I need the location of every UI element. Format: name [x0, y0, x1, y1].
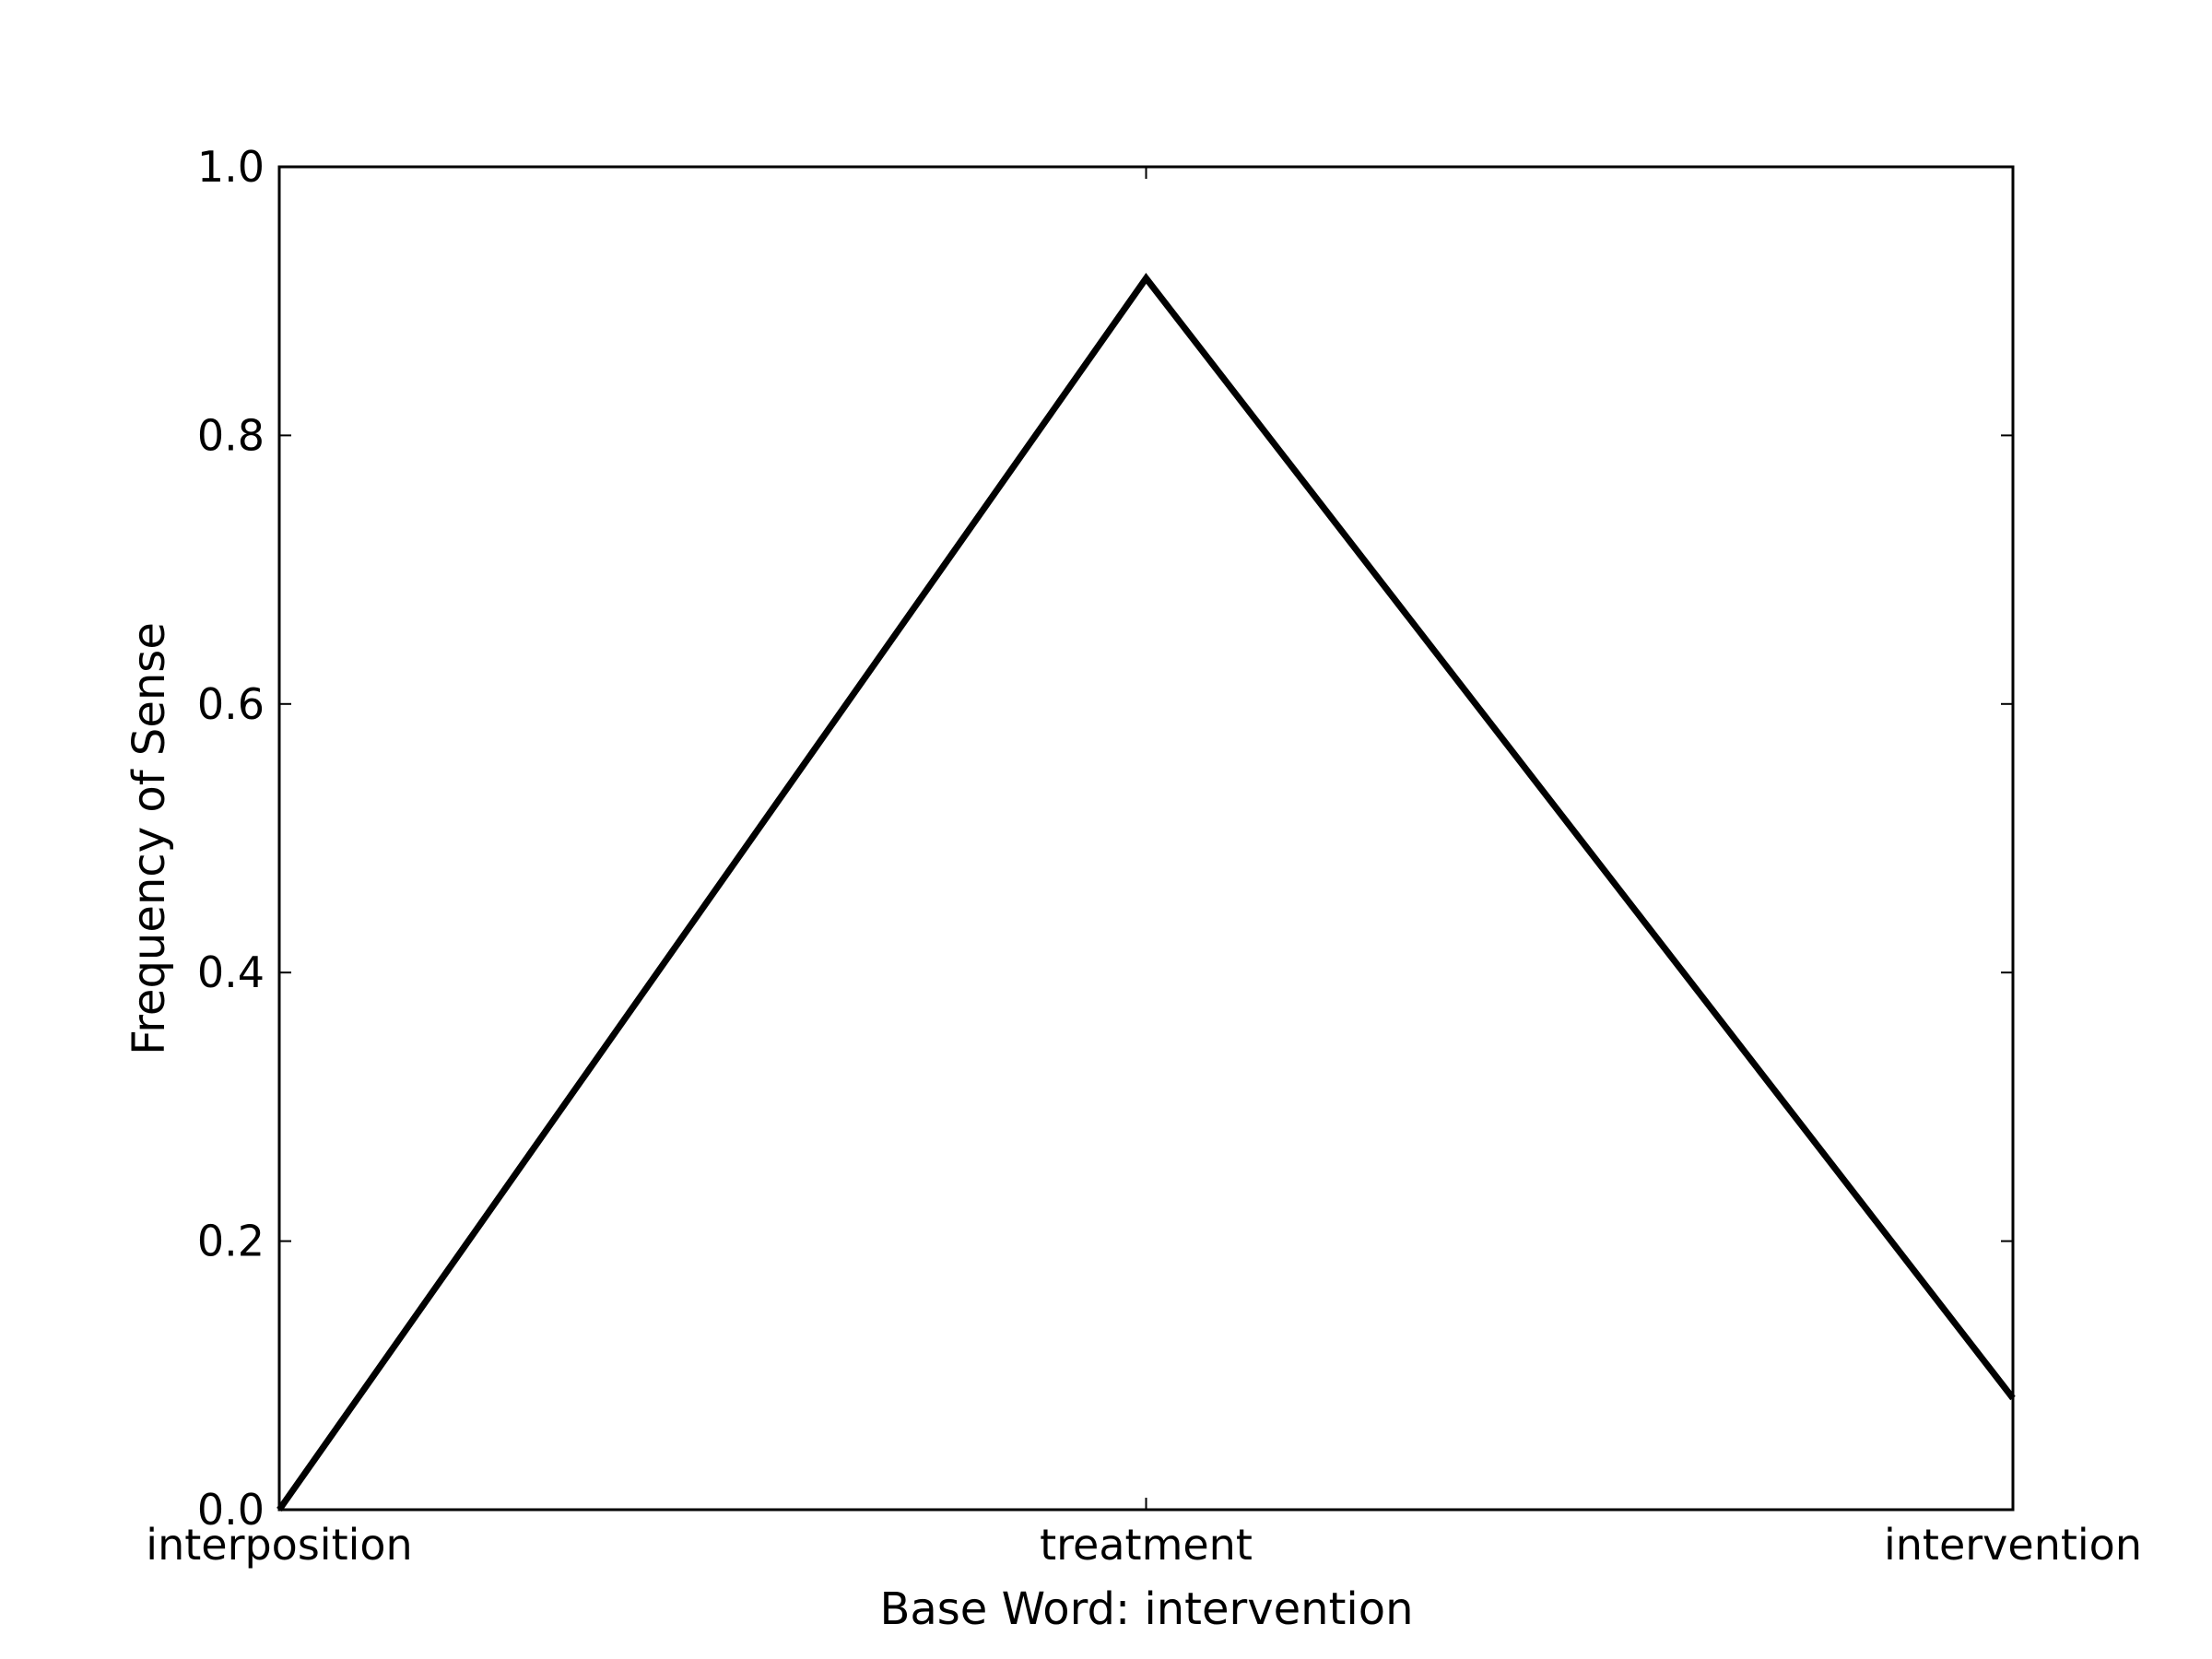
series-line: [276, 273, 2016, 1512]
tick-labels: 0.0 0.2 0.4 0.6 0.8 1.0 interposition treatment…: [146, 142, 2142, 1570]
plot-frame: [277, 165, 2015, 1512]
series-lines: [276, 273, 2016, 1512]
tick-marks: [278, 166, 2014, 1511]
x-tick-label: interposition: [146, 1520, 412, 1570]
y-tick-label: 0.2: [197, 1217, 265, 1266]
y-tick-label: 0.0: [197, 1485, 265, 1535]
y-tick-label: 0.8: [197, 410, 265, 460]
y-tick-label: 0.4: [197, 947, 265, 997]
x-axis-label: Base Word: intervention: [879, 1583, 1413, 1635]
y-axis-label: Frequency of Sense: [124, 622, 175, 1055]
y-tick-label: 1.0: [197, 142, 265, 192]
y-tick-label: 0.6: [197, 679, 265, 729]
x-tick-label: intervention: [1884, 1520, 2142, 1570]
x-tick-label: treatment: [1040, 1520, 1253, 1570]
